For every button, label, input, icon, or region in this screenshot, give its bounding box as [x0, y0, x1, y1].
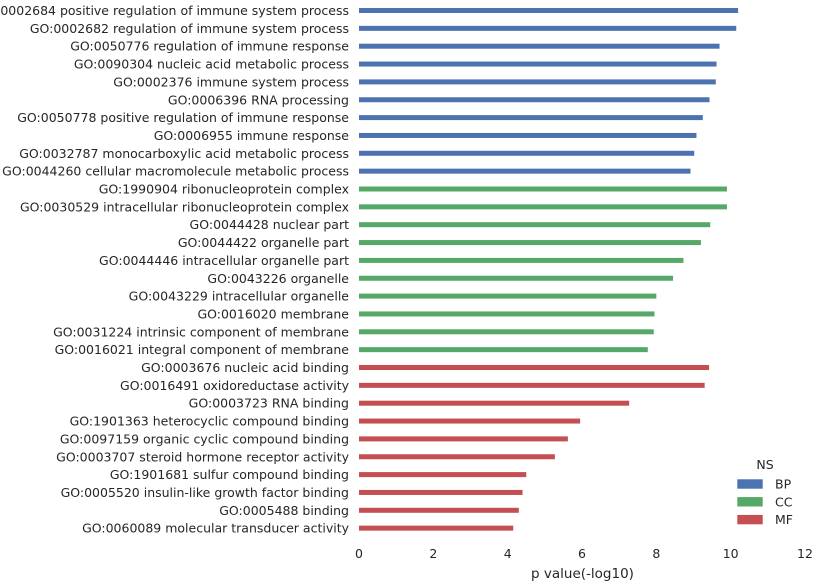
legend-swatch-cc: [736, 496, 764, 508]
x-tick-label: 12: [797, 546, 813, 561]
x-tick-label: 8: [652, 546, 660, 561]
bar-mf: [359, 365, 710, 370]
legend-swatch-bp: [736, 478, 764, 490]
category-label: GO:0044446 intracellular organelle part: [99, 253, 349, 268]
x-axis-title: p value(-log10): [531, 566, 634, 582]
bar-bp: [359, 43, 720, 49]
bar-mf: [359, 472, 527, 478]
category-label: GO:0016020 membrane: [197, 306, 349, 321]
category-label: GO:0016491 oxidoreductase activity: [120, 378, 350, 393]
category-label: GO:0002682 regulation of immune system p…: [30, 21, 349, 36]
bar-mf: [359, 525, 514, 531]
bar-bp: [359, 115, 703, 121]
x-tick-label: 2: [429, 546, 437, 561]
category-label: GO:0050778 positive regulation of immune…: [17, 110, 349, 125]
bar-bp: [359, 25, 737, 31]
x-tick-label: 6: [578, 546, 586, 561]
category-label: GO:0044260 cellular macromolecule metabo…: [2, 164, 349, 179]
legend-label-cc: CC: [775, 494, 793, 509]
category-label: GO:0050776 regulation of immune response: [70, 39, 349, 54]
bar-bp: [359, 8, 739, 13]
bar-cc: [359, 222, 711, 228]
category-label: GO:0044428 nuclear part: [190, 217, 350, 232]
bar-mf: [359, 436, 568, 442]
x-axis-ticks: 0 2 4 6 8 10 12: [355, 546, 813, 561]
bar-cc: [359, 257, 684, 263]
category-label: GO:0044422 organelle part: [178, 235, 349, 250]
category-label: GO:0006396 RNA processing: [168, 92, 349, 107]
category-label: GO:0031224 intrinsic component of membra…: [53, 324, 349, 339]
category-label: GO:1901681 sulfur compound binding: [110, 467, 349, 482]
category-label: GO:0043226 organelle: [207, 271, 349, 286]
bar-bp: [359, 150, 695, 156]
bar-mf: [359, 382, 705, 388]
category-labels: GO:0002684 positive regulation of immune…: [0, 3, 350, 536]
bar-mf: [359, 400, 630, 406]
bar-cc: [359, 240, 701, 246]
bar-cc: [359, 329, 654, 335]
bar-cc: [359, 275, 674, 281]
category-label: GO:0002376 immune system process: [113, 74, 349, 89]
bar-cc: [359, 311, 655, 317]
x-tick-label: 10: [723, 546, 739, 561]
bar-mf: [359, 454, 555, 460]
category-label: GO:0043229 intracellular organelle: [129, 289, 350, 304]
legend-title: NS: [756, 457, 773, 472]
x-tick-label: 4: [504, 546, 512, 561]
category-label: GO:0060089 molecular transducer activity: [82, 521, 350, 536]
category-label: GO:0003676 nucleic acid binding: [141, 360, 349, 375]
bar-mf: [359, 507, 519, 513]
category-label: GO:1901363 heterocyclic compound binding: [70, 414, 349, 429]
legend: NS BP CC MF: [736, 457, 793, 527]
legend-label-mf: MF: [775, 512, 793, 527]
category-label: GO:0003707 steroid hormone receptor acti…: [56, 449, 349, 464]
bar-bp: [359, 97, 710, 103]
category-label: GO:0097159 organic cyclic compound bindi…: [60, 431, 349, 446]
legend-swatch-mf: [736, 514, 764, 525]
bar-cc: [359, 204, 727, 210]
category-label: GO:0006955 immune response: [154, 128, 350, 143]
legend-label-bp: BP: [775, 477, 792, 492]
bars-group: [359, 8, 739, 531]
category-label: GO:0032787 monocarboxylic acid metabolic…: [19, 146, 349, 161]
x-tick-label: 0: [355, 546, 363, 561]
bar-cc: [359, 293, 657, 299]
bar-mf: [359, 418, 581, 424]
bar-bp: [359, 61, 717, 67]
category-label: GO:1990904 ribonucleoprotein complex: [99, 182, 349, 197]
category-label: GO:0030529 intracellular ribonucleoprote…: [20, 199, 349, 214]
category-label: GO:0005520 insulin-like growth factor bi…: [61, 485, 349, 500]
category-label: GO:0005488 binding: [219, 503, 349, 518]
category-label: GO:0090304 nucleic acid metabolic proces…: [74, 57, 349, 72]
bar-cc: [359, 347, 648, 353]
category-label: GO:0002684 positive regulation of immune…: [0, 3, 349, 18]
bar-bp: [359, 132, 697, 138]
category-label: GO:0003723 RNA binding: [189, 396, 349, 411]
category-label: GO:0016021 integral component of membran…: [55, 342, 350, 357]
bar-bp: [359, 79, 716, 85]
bar-mf: [359, 489, 523, 495]
bar-cc: [359, 186, 727, 192]
bar-bp: [359, 168, 691, 174]
